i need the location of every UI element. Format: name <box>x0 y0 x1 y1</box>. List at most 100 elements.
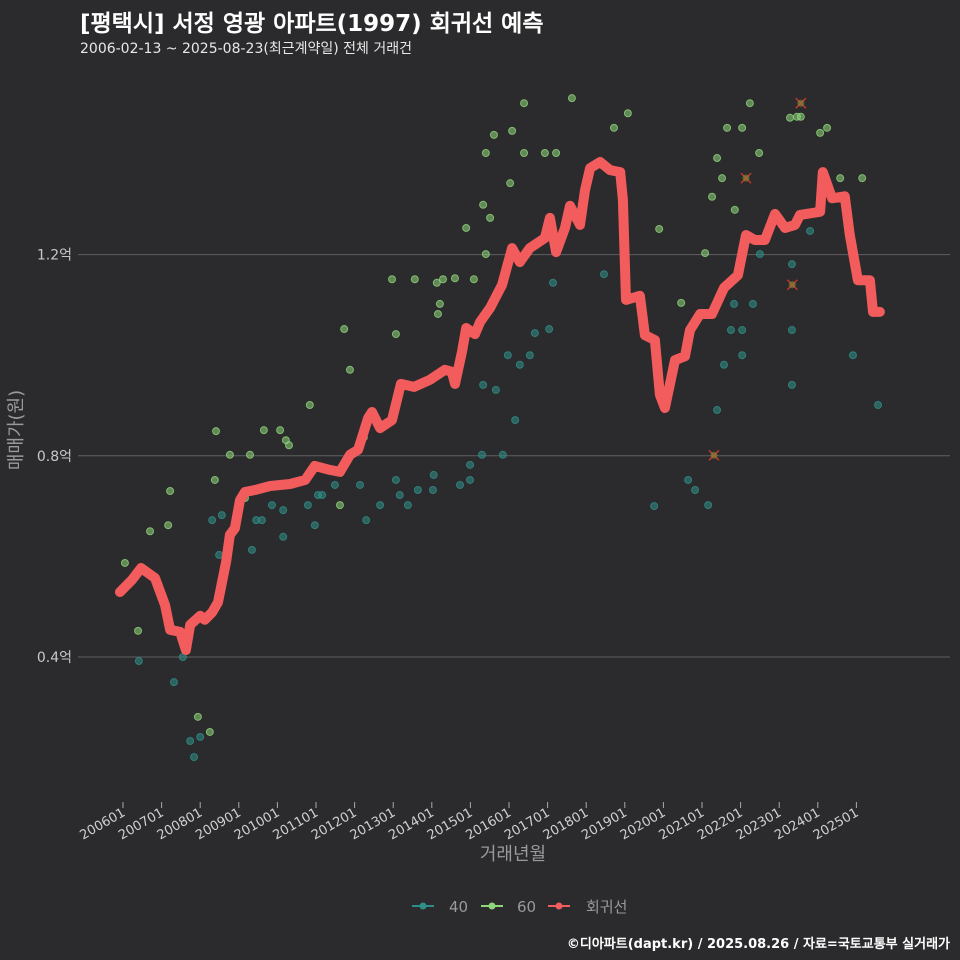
data-point-60 <box>164 521 173 530</box>
data-point-40 <box>684 475 693 484</box>
data-point-60 <box>858 174 867 183</box>
data-point-40 <box>477 450 486 459</box>
data-point-60 <box>823 123 832 132</box>
data-point-60 <box>410 275 419 284</box>
data-point-60 <box>489 130 498 139</box>
data-point-40 <box>215 550 224 559</box>
data-point-40 <box>356 480 365 489</box>
y-tick-label: 0.8억 <box>37 449 72 465</box>
data-point-60 <box>305 400 314 409</box>
y-tick-label: 1.2억 <box>37 248 72 264</box>
data-point-40 <box>738 326 747 335</box>
legend-marker-회귀선 <box>555 902 563 910</box>
data-point-60 <box>388 275 397 284</box>
cancelled-point <box>710 451 718 459</box>
data-point-40 <box>713 406 722 415</box>
data-point-40 <box>650 502 659 511</box>
data-point-60 <box>284 441 293 450</box>
data-point-60 <box>340 325 349 334</box>
chart-subtitle: 2006-02-13 ~ 2025-08-23(최근계약일) 전체 거래건 <box>80 41 412 57</box>
data-point-40 <box>318 491 327 500</box>
cancelled-point <box>742 174 750 182</box>
data-point-60 <box>552 148 561 157</box>
data-point-60 <box>506 179 515 188</box>
data-point-60 <box>245 450 254 459</box>
data-point-40 <box>413 486 422 495</box>
data-point-40 <box>330 480 339 489</box>
data-point-40 <box>186 737 195 746</box>
data-point-40 <box>730 299 739 308</box>
data-point-60 <box>623 109 632 118</box>
data-point-40 <box>429 470 438 479</box>
data-point-60 <box>481 148 490 157</box>
data-point-40 <box>755 250 764 259</box>
data-point-40 <box>395 491 404 500</box>
data-point-40 <box>303 501 312 510</box>
data-point-60 <box>745 99 754 108</box>
footer-credit: ©디아파트(dapt.kr) / 2025.08.26 / 자료=국토교통부 실… <box>566 937 950 952</box>
data-point-60 <box>816 128 825 137</box>
data-point-60 <box>433 309 442 318</box>
data-point-60 <box>345 365 354 374</box>
y-tick-label: 0.4억 <box>37 650 72 666</box>
data-point-60 <box>335 501 344 510</box>
data-point-60 <box>391 330 400 339</box>
data-point-40 <box>491 385 500 394</box>
data-point-40 <box>403 501 412 510</box>
cancelled-point <box>797 99 805 107</box>
x-axis-label: 거래년월 <box>480 844 546 865</box>
data-point-40 <box>503 351 512 360</box>
data-point-60 <box>205 727 214 736</box>
data-point-40 <box>530 329 539 338</box>
data-point-60 <box>469 275 478 284</box>
data-point-40 <box>267 501 276 510</box>
data-point-60 <box>796 112 805 121</box>
data-point-60 <box>655 224 664 233</box>
data-point-60 <box>462 223 471 232</box>
data-point-60 <box>435 299 444 308</box>
data-point-60 <box>786 113 795 122</box>
data-point-60 <box>708 192 717 201</box>
data-point-40 <box>691 486 700 495</box>
data-point-40 <box>376 501 385 510</box>
data-point-60 <box>713 154 722 163</box>
legend-label: 60 <box>517 898 536 916</box>
data-point-60 <box>481 250 490 259</box>
data-point-40 <box>134 657 143 666</box>
data-point-40 <box>310 521 319 530</box>
data-point-60 <box>508 126 517 135</box>
data-point-60 <box>259 426 268 435</box>
data-point-60 <box>730 205 739 214</box>
data-point-40 <box>704 501 713 510</box>
data-point-60 <box>755 148 764 157</box>
data-point-40 <box>525 351 534 360</box>
data-point-60 <box>718 174 727 183</box>
data-point-60 <box>520 148 529 157</box>
data-point-40 <box>515 360 524 369</box>
data-point-60 <box>146 527 155 536</box>
data-point-40 <box>279 506 288 515</box>
data-point-60 <box>193 712 202 721</box>
data-point-40 <box>279 532 288 541</box>
data-point-40 <box>169 678 178 687</box>
y-axis-label: 매매가(원) <box>6 390 27 470</box>
data-point-60 <box>701 249 710 258</box>
data-point-60 <box>212 427 221 436</box>
data-point-40 <box>391 475 400 484</box>
data-point-60 <box>567 94 576 103</box>
data-point-60 <box>738 123 747 132</box>
data-point-40 <box>511 416 520 425</box>
cancelled-point <box>788 281 796 289</box>
data-point-60 <box>276 426 285 435</box>
data-point-60 <box>486 213 495 222</box>
data-point-40 <box>498 450 507 459</box>
data-point-40 <box>787 260 796 269</box>
data-point-40 <box>217 511 226 520</box>
data-point-60 <box>432 278 441 287</box>
data-point-60 <box>210 475 219 484</box>
data-point-60 <box>723 123 732 132</box>
data-point-40 <box>874 400 883 409</box>
data-point-40 <box>549 278 558 287</box>
data-point-40 <box>257 516 266 525</box>
